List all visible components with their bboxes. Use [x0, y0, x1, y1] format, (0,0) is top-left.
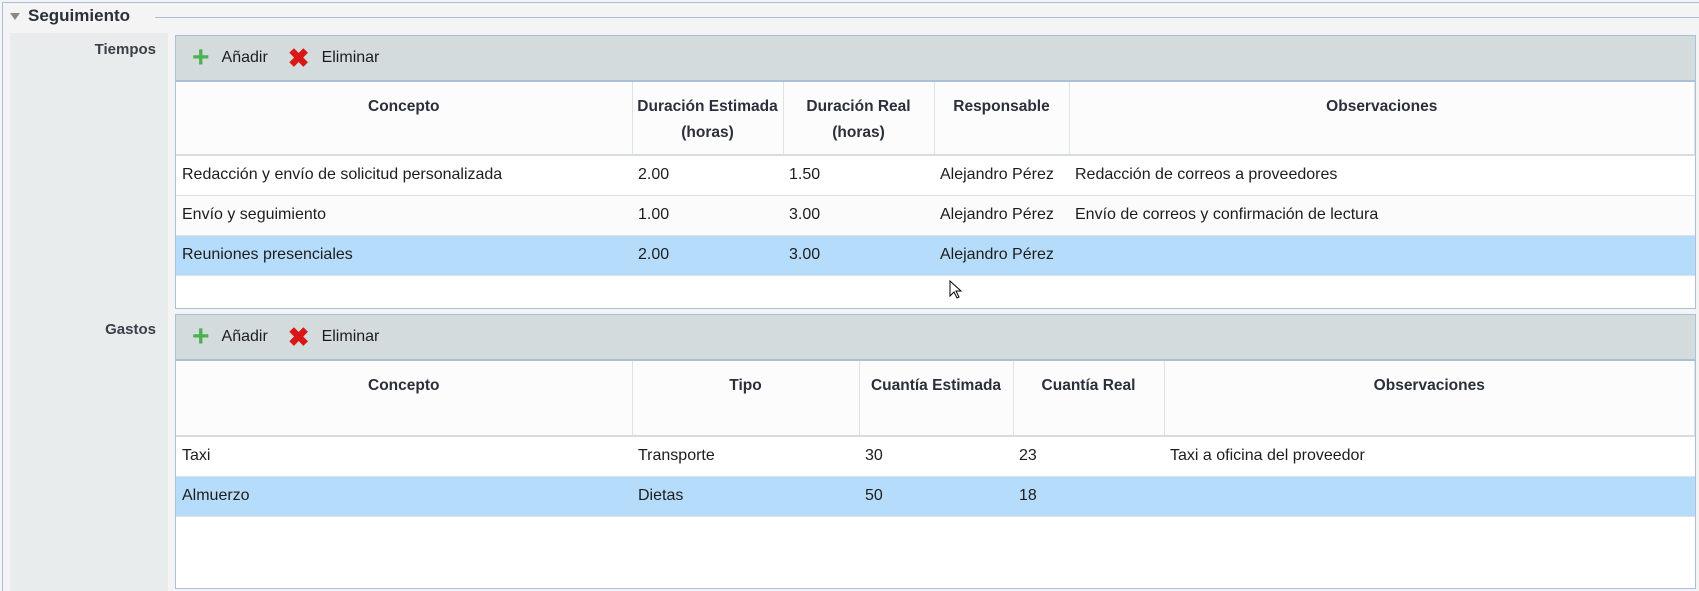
delete-x-icon: ✖	[287, 322, 310, 352]
gastos-label-cell: Gastos	[10, 313, 168, 591]
table-cell[interactable]: Taxi a oficina del proveedor	[1164, 436, 1695, 477]
column-header[interactable]: Cuantía Estimada	[859, 361, 1014, 437]
section-divider	[155, 17, 1699, 18]
table-cell[interactable]: 1.00	[632, 195, 783, 236]
table-row[interactable]: Envío y seguimiento 1.00 3.00 Alejandro Pér…	[176, 195, 1695, 236]
section-header[interactable]: Seguimiento	[10, 6, 130, 26]
table-cell[interactable]: Transporte	[632, 436, 859, 477]
plus-icon: +	[192, 41, 210, 74]
table-cell[interactable]: Alejandro Pérez	[934, 155, 1069, 196]
add-label: Añadir	[221, 328, 268, 345]
table-cell[interactable]: 1.50	[783, 155, 934, 196]
column-header[interactable]: Concepto	[176, 361, 633, 437]
section-title: Seguimiento	[28, 6, 131, 25]
table-cell[interactable]: 3.00	[783, 195, 934, 236]
table-cell[interactable]: 30	[859, 436, 1013, 477]
table-cell[interactable]: 50	[859, 476, 1013, 517]
gastos-toolbar: + Añadir ✖ Eliminar	[176, 315, 1695, 361]
gastos-delete-button[interactable]: ✖ Eliminar	[288, 324, 380, 350]
tiempos-delete-button[interactable]: ✖ Eliminar	[288, 45, 380, 71]
table-cell[interactable]: 2.00	[632, 155, 783, 196]
table-cell[interactable]: Alejandro Pérez	[934, 195, 1069, 236]
table-cell[interactable]: Envío de correos y confirmación de lectu…	[1069, 195, 1695, 236]
table-cell[interactable]: Dietas	[632, 476, 859, 517]
table-cell[interactable]: Reuniones presenciales	[176, 235, 632, 276]
table-cell[interactable]: Taxi	[176, 436, 632, 477]
table-cell[interactable]: 23	[1013, 436, 1164, 477]
tiempos-label-cell: Tiempos	[10, 33, 168, 313]
plus-icon: +	[192, 320, 210, 353]
delete-x-icon: ✖	[287, 43, 310, 73]
column-header[interactable]: Observaciones	[1164, 361, 1695, 437]
column-header[interactable]: Tipo	[632, 361, 860, 437]
add-label: Añadir	[221, 49, 268, 66]
column-header[interactable]: Cuantía Real	[1013, 361, 1165, 437]
table-cell[interactable]: 2.00	[632, 235, 783, 276]
table-row[interactable]: Redacción y envío de solicitud personali…	[176, 155, 1695, 196]
column-header[interactable]: Duración Estimada (horas)	[632, 82, 784, 156]
collapse-triangle-icon[interactable]	[10, 12, 20, 20]
table-cell[interactable]: 18	[1013, 476, 1164, 517]
table-cell[interactable]: Alejandro Pérez	[934, 235, 1069, 276]
mouse-cursor-icon	[949, 280, 963, 299]
tiempos-add-button[interactable]: + Añadir	[192, 43, 268, 73]
table-cell[interactable]: Envío y seguimiento	[176, 195, 632, 236]
table-cell[interactable]: Almuerzo	[176, 476, 632, 517]
tiempos-toolbar: + Añadir ✖ Eliminar	[176, 36, 1695, 82]
tiempos-table: Concepto Duración Estimada (horas) Duració…	[176, 82, 1695, 276]
table-cell[interactable]: 3.00	[783, 235, 934, 276]
gastos-label: Gastos	[105, 321, 156, 338]
gastos-grid: + Añadir ✖ Eliminar Concepto Tipo Cuantía Es…	[175, 314, 1696, 589]
column-header[interactable]: Concepto	[176, 82, 633, 156]
table-cell[interactable]	[1069, 235, 1695, 276]
delete-label: Eliminar	[321, 328, 380, 345]
column-header[interactable]: Duración Real (horas)	[783, 82, 935, 156]
delete-label: Eliminar	[321, 49, 380, 66]
column-header[interactable]: Observaciones	[1069, 82, 1695, 156]
tiempos-grid: + Añadir ✖ Eliminar Concepto Duración Estim…	[175, 35, 1696, 309]
tiempos-label: Tiempos	[94, 41, 156, 58]
gastos-add-button[interactable]: + Añadir	[192, 322, 268, 352]
table-row[interactable]: Taxi Transporte 30 23 Taxi a oficina del pro…	[176, 436, 1695, 477]
gastos-table: Concepto Tipo Cuantía Estimada Cuantía Real…	[176, 361, 1695, 517]
table-cell[interactable]: Redacción de correos a proveedores	[1069, 155, 1695, 196]
column-header[interactable]: Responsable	[934, 82, 1070, 156]
table-cell[interactable]	[1164, 476, 1695, 517]
table-row[interactable]: Almuerzo Dietas 50 18	[176, 476, 1695, 517]
table-cell[interactable]: Redacción y envío de solicitud personali…	[176, 155, 632, 196]
table-row[interactable]: Reuniones presenciales 2.00 3.00 Alejandro …	[176, 235, 1695, 276]
